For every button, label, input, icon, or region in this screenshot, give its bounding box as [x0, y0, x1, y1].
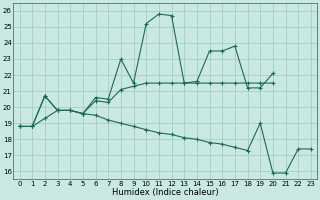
X-axis label: Humidex (Indice chaleur): Humidex (Indice chaleur) — [112, 188, 219, 197]
